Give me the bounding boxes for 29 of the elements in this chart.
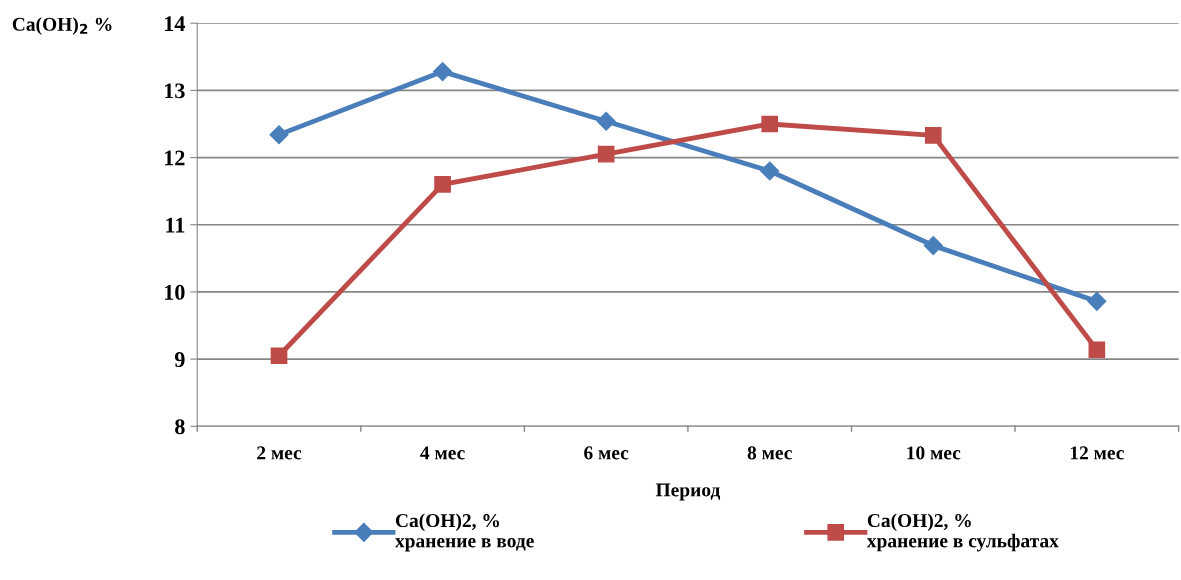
y-tick-label: 14 <box>164 16 186 31</box>
y-tick-label: 13 <box>164 83 185 99</box>
x-tick-label: 12 мес <box>1070 446 1124 460</box>
legend-label: Ca(OH)2, % хранение в сульфатах <box>866 513 1059 552</box>
point <box>1087 291 1107 311</box>
point <box>596 111 616 131</box>
x-tick-label: 6 мес <box>584 446 629 460</box>
point <box>434 176 451 193</box>
point <box>923 236 943 256</box>
y-tick-label: 12 <box>164 150 185 166</box>
legend-label: Ca(OH)2, % хранение в воде <box>395 513 534 552</box>
x-tick-label: 4 мес <box>420 446 465 460</box>
y-tick-label: 10 <box>164 284 185 300</box>
x-tick-label: 8 мес <box>747 446 792 460</box>
x-tick-label: 10 мес <box>907 446 961 460</box>
point <box>270 347 288 365</box>
y-axis-title: Ca(OH)$_{2}$ % <box>12 17 112 35</box>
point <box>269 125 289 145</box>
point <box>433 62 453 82</box>
x-tick-label: 2 мес <box>257 446 302 460</box>
point <box>1088 341 1106 359</box>
point <box>761 115 779 133</box>
y-tick-label: 11 <box>166 217 185 233</box>
point <box>924 127 942 144</box>
y-tick-label: 9 <box>174 352 185 368</box>
y-tick-label: 8 <box>175 419 185 435</box>
x-axis-title: Период <box>655 483 721 501</box>
point <box>597 145 615 163</box>
point <box>760 161 780 181</box>
